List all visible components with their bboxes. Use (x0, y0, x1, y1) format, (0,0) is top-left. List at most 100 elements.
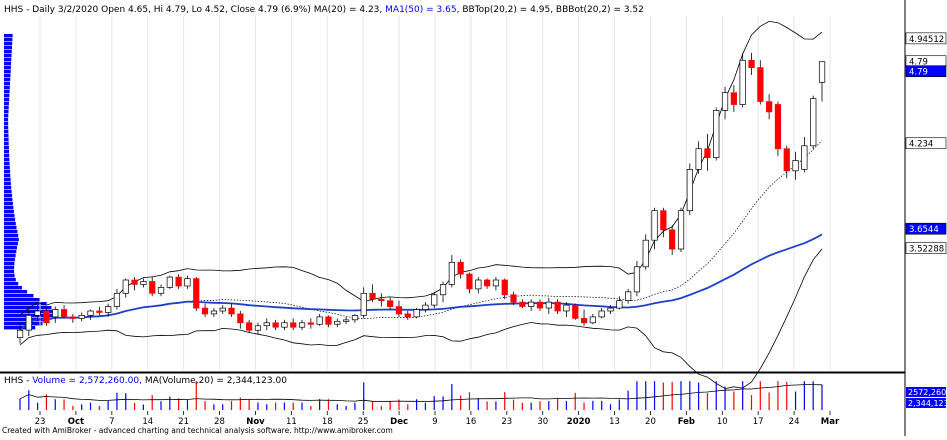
volume-profile-bar (4, 86, 10, 90)
candle-body (378, 298, 385, 302)
candle-body (792, 160, 799, 172)
candle-body (475, 279, 482, 290)
volume-profile-bar (4, 150, 9, 154)
volume-profile-bar (4, 306, 52, 310)
candle-body (157, 287, 165, 294)
candle-body (439, 284, 447, 296)
ma50-line (19, 233, 823, 331)
candle-body (254, 325, 262, 331)
volume-profile-bar (4, 166, 10, 170)
volume-profile-bar (4, 54, 12, 58)
candle-body (272, 322, 279, 328)
price-label: 4.79 (909, 58, 928, 68)
price-label: 4.79 (909, 68, 928, 78)
price-label: 3.6544 (909, 225, 939, 235)
candle-body (369, 292, 376, 300)
candle-body (492, 279, 500, 287)
candle-body (810, 98, 817, 147)
candle-body (721, 92, 729, 111)
volume-profile-bar (4, 190, 12, 194)
volume-profile-bar (4, 66, 11, 70)
volume-profile-bar (4, 282, 19, 286)
volume-profile-bar (4, 278, 16, 282)
price-label: 4.234 (909, 140, 933, 150)
candle-body (193, 278, 200, 309)
volume-profile-bar (4, 158, 10, 162)
candle-body (404, 313, 411, 318)
volume-profile-bar (4, 222, 16, 226)
volume-profile-bar (4, 202, 13, 206)
candle-body (25, 315, 32, 331)
volume-profile-bar (4, 62, 12, 66)
candle-body (175, 276, 182, 287)
volume-profile-bar (4, 46, 12, 50)
volume-profile-bar (4, 242, 18, 246)
x-tick-label: Nov (246, 417, 265, 427)
candle-body (501, 279, 508, 296)
candle-body (598, 310, 605, 318)
x-tick-label: Dec (390, 417, 408, 427)
x-tick-label: 14 (142, 417, 153, 427)
x-tick-label: 25 (358, 417, 369, 427)
candle-body (580, 318, 588, 324)
volume-profile-bar (4, 138, 9, 142)
candle-body (298, 322, 306, 328)
candle-body (290, 322, 297, 328)
candle-body (748, 59, 755, 69)
x-tick-label: Feb (678, 417, 695, 427)
candle-body (246, 322, 253, 331)
volume-profile-bar (4, 90, 10, 94)
x-tick-label: 28 (214, 417, 225, 427)
candle-body (554, 301, 561, 312)
volume-profile-bar (4, 262, 15, 266)
candle-body (704, 148, 711, 158)
volume-profile-bar (4, 106, 9, 110)
candle-body (413, 309, 420, 318)
candle-body (686, 169, 693, 212)
candle-body (16, 329, 24, 338)
volume-profile-bar (4, 94, 10, 98)
volume-profile-bar (4, 226, 17, 230)
volume-profile-bar (4, 234, 19, 238)
price-label-box (905, 65, 947, 78)
candle-body (528, 301, 535, 307)
candle-body (166, 276, 173, 288)
candle-body (210, 310, 218, 315)
candle-body (343, 319, 350, 322)
volume-profile-bar (4, 246, 17, 250)
volume-profile-bar (4, 38, 13, 42)
volume-title: HHS - Volume = 2,572,260.00, MA(Volume,2… (4, 376, 287, 386)
volume-profile-bar (4, 34, 13, 38)
volume-profile-bar (4, 98, 10, 102)
volume-profile-bar (4, 122, 9, 126)
candle-body (52, 309, 59, 318)
footer-credit: Created with AmiBroker - advanced charti… (2, 426, 393, 435)
x-tick-label: 23 (35, 417, 46, 427)
candle-body (660, 210, 667, 231)
candle-body (60, 309, 68, 318)
candle-body (545, 301, 552, 309)
candle-body (431, 294, 438, 306)
candle-body (457, 261, 464, 275)
candle-body (625, 291, 632, 301)
candle-body (642, 239, 649, 268)
candle-body (140, 281, 147, 285)
volume-profile-bar (4, 134, 9, 138)
price-label-box (905, 242, 947, 254)
volume-profile-bar (4, 178, 11, 182)
candle-body (757, 67, 764, 102)
volume-profile-bar (4, 74, 11, 78)
candle-body (316, 316, 323, 325)
candle-body (307, 322, 314, 325)
candle-body (695, 148, 702, 170)
volume-profile-bar (4, 154, 10, 158)
volume-profile-bar (4, 250, 17, 254)
volume-profile-bar (4, 142, 9, 146)
volume-label: 2572,260 (908, 388, 946, 397)
candle-body (201, 307, 209, 315)
volume-profile-bar (4, 254, 16, 258)
candle-body (519, 301, 526, 307)
candle-body (774, 104, 782, 150)
